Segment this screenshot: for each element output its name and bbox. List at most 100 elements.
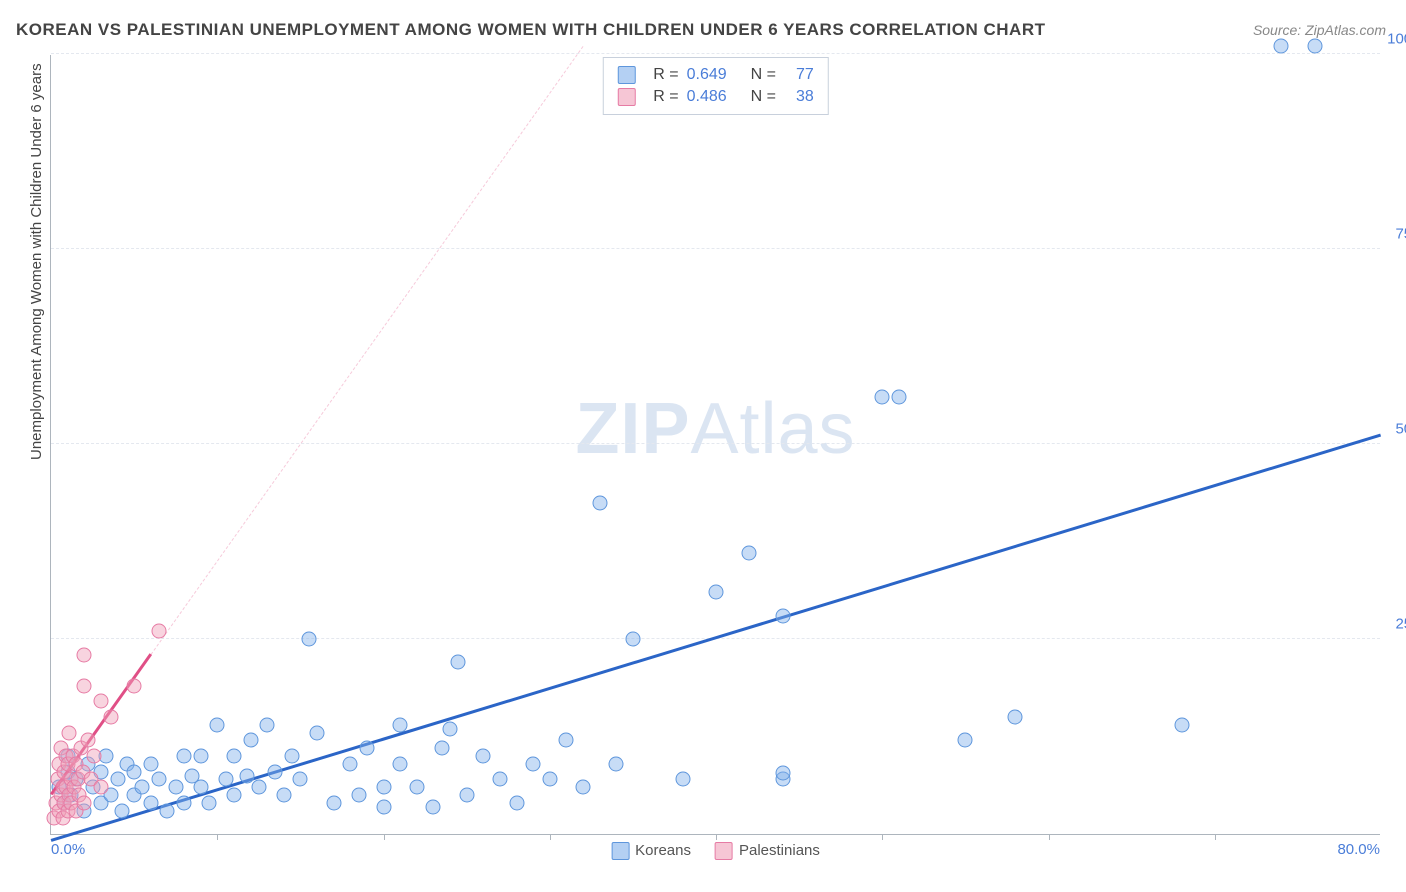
data-point	[393, 756, 408, 771]
x-tick-label: 80.0%	[1337, 841, 1380, 858]
gridline	[51, 248, 1380, 249]
data-point	[376, 780, 391, 795]
data-point	[426, 799, 441, 814]
data-point	[110, 772, 125, 787]
data-point	[210, 717, 225, 732]
legend-item-koreans: Koreans	[611, 842, 691, 860]
data-point	[343, 756, 358, 771]
data-point	[326, 795, 341, 810]
data-point	[251, 780, 266, 795]
data-point	[80, 733, 95, 748]
data-point	[243, 733, 258, 748]
watermark: ZIPAtlas	[575, 388, 855, 470]
data-point	[127, 678, 142, 693]
data-point	[443, 721, 458, 736]
data-point	[177, 795, 192, 810]
r-value: 0.649	[687, 66, 739, 84]
x-tick-mark	[1049, 834, 1050, 840]
trend-line-palestinians-ext	[150, 45, 583, 654]
swatch-icon	[617, 66, 635, 84]
data-point	[609, 756, 624, 771]
legend-label: Koreans	[635, 842, 691, 859]
data-point	[260, 717, 275, 732]
data-point	[409, 780, 424, 795]
data-point	[143, 756, 158, 771]
data-point	[742, 546, 757, 561]
data-point	[77, 678, 92, 693]
data-point	[1274, 39, 1289, 54]
series-legend: Koreans Palestinians	[611, 842, 820, 860]
x-tick-mark	[384, 834, 385, 840]
x-tick-mark	[550, 834, 551, 840]
data-point	[201, 795, 216, 810]
data-point	[218, 772, 233, 787]
gridline	[51, 443, 1380, 444]
data-point	[77, 795, 92, 810]
data-point	[310, 725, 325, 740]
stats-row-palestinians: R =0.486N =38	[617, 86, 813, 108]
swatch-icon	[617, 88, 635, 106]
data-point	[476, 749, 491, 764]
data-point	[459, 788, 474, 803]
data-point	[434, 741, 449, 756]
data-point	[526, 756, 541, 771]
n-value: 38	[796, 88, 814, 106]
data-point	[77, 647, 92, 662]
r-label: R =	[653, 66, 678, 84]
n-label: N =	[751, 66, 776, 84]
data-point	[891, 390, 906, 405]
y-tick-label: 75.0%	[1395, 226, 1406, 243]
data-point	[393, 717, 408, 732]
data-point	[492, 772, 507, 787]
data-point	[193, 749, 208, 764]
data-point	[193, 780, 208, 795]
y-tick-label: 100.0%	[1387, 31, 1406, 48]
data-point	[62, 725, 77, 740]
data-point	[576, 780, 591, 795]
legend-item-palestinians: Palestinians	[715, 842, 820, 860]
data-point	[958, 733, 973, 748]
data-point	[177, 749, 192, 764]
data-point	[160, 803, 175, 818]
plot-area: ZIPAtlas R =0.649N =77R =0.486N =38 Kore…	[50, 55, 1380, 835]
data-point	[143, 795, 158, 810]
r-value: 0.486	[687, 88, 739, 106]
swatch-icon	[715, 842, 733, 860]
data-point	[168, 780, 183, 795]
legend-label: Palestinians	[739, 842, 820, 859]
data-point	[559, 733, 574, 748]
x-tick-mark	[716, 834, 717, 840]
data-point	[709, 585, 724, 600]
stats-legend: R = 0.649 N = 77R = 0.486 N = 38	[602, 57, 828, 115]
data-point	[592, 495, 607, 510]
y-tick-label: 25.0%	[1395, 616, 1406, 633]
data-point	[1307, 39, 1322, 54]
data-point	[127, 764, 142, 779]
data-point	[351, 788, 366, 803]
stats-row-koreans: R = 0.649 N = 77	[617, 64, 813, 86]
y-tick-label: 50.0%	[1395, 421, 1406, 438]
data-point	[115, 803, 130, 818]
n-value: 77	[796, 66, 814, 84]
gridline	[51, 53, 1380, 54]
chart-title: KOREAN VS PALESTINIAN UNEMPLOYMENT AMONG…	[16, 20, 1046, 40]
data-point	[93, 780, 108, 795]
data-point	[1174, 717, 1189, 732]
data-point	[542, 772, 557, 787]
data-point	[152, 772, 167, 787]
x-tick-mark	[882, 834, 883, 840]
data-point	[103, 710, 118, 725]
data-point	[293, 772, 308, 787]
x-tick-mark	[1215, 834, 1216, 840]
data-point	[135, 780, 150, 795]
data-point	[775, 608, 790, 623]
data-point	[226, 749, 241, 764]
data-point	[93, 694, 108, 709]
chart-container: KOREAN VS PALESTINIAN UNEMPLOYMENT AMONG…	[0, 0, 1406, 892]
swatch-icon	[611, 842, 629, 860]
data-point	[675, 772, 690, 787]
data-point	[240, 768, 255, 783]
data-point	[376, 799, 391, 814]
n-label: N =	[751, 88, 776, 106]
data-point	[285, 749, 300, 764]
